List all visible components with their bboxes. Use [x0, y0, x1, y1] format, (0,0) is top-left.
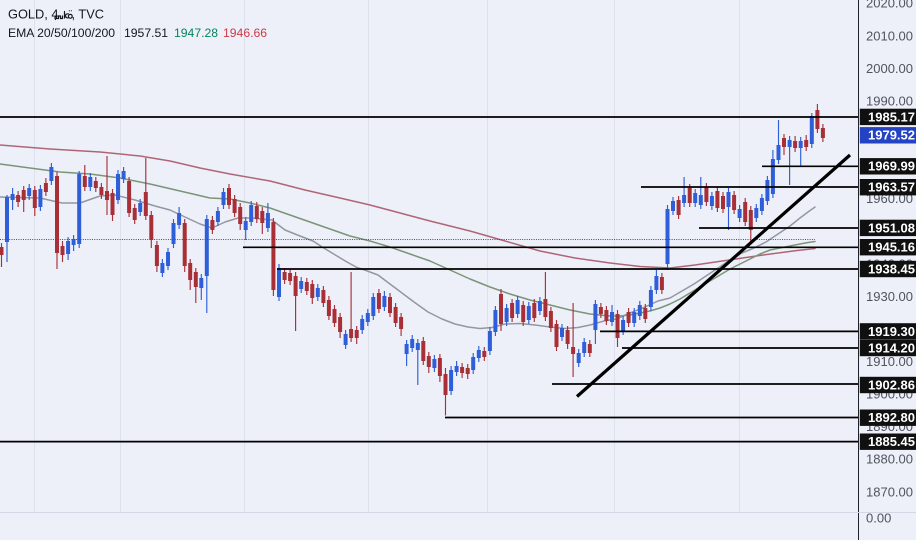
svg-text:1902.86: 1902.86 — [868, 377, 915, 392]
svg-text:, TVC: , TVC — [72, 7, 104, 22]
svg-text:1947.28: 1947.28 — [174, 26, 218, 40]
svg-text:1914.20: 1914.20 — [868, 340, 915, 355]
svg-text:2010.00: 2010.00 — [866, 28, 913, 43]
svg-text:1946.66: 1946.66 — [223, 26, 267, 40]
svg-text:1990.00: 1990.00 — [866, 93, 913, 108]
svg-text:1910.00: 1910.00 — [866, 354, 913, 369]
svg-text:1870.00: 1870.00 — [866, 484, 913, 499]
svg-text:1938.45: 1938.45 — [868, 261, 915, 276]
svg-text:1885.45: 1885.45 — [868, 434, 915, 449]
svg-text:1951.08: 1951.08 — [868, 220, 915, 235]
svg-text:1892.80: 1892.80 — [868, 410, 915, 425]
svg-text:GOLD, 4: GOLD, 4 — [8, 7, 59, 22]
svg-text:1963.57: 1963.57 — [868, 180, 915, 195]
svg-text:2000.00: 2000.00 — [866, 61, 913, 76]
svg-text:1985.17: 1985.17 — [868, 109, 915, 124]
svg-text:1979.52: 1979.52 — [868, 128, 915, 143]
svg-text:1945.16: 1945.16 — [868, 240, 915, 255]
svg-text:1919.30: 1919.30 — [868, 324, 915, 339]
svg-text:1930.00: 1930.00 — [866, 289, 913, 304]
svg-text:1880.00: 1880.00 — [866, 452, 913, 467]
svg-text:2020.00: 2020.00 — [866, 0, 913, 11]
svg-text:EMA 20/50/100/200: EMA 20/50/100/200 — [8, 26, 115, 40]
svg-text:0.00: 0.00 — [866, 510, 891, 525]
svg-text:1957.51: 1957.51 — [124, 26, 168, 40]
svg-text:1969.99: 1969.99 — [868, 159, 915, 174]
